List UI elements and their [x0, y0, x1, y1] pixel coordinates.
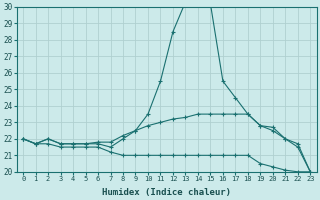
- X-axis label: Humidex (Indice chaleur): Humidex (Indice chaleur): [102, 188, 231, 197]
